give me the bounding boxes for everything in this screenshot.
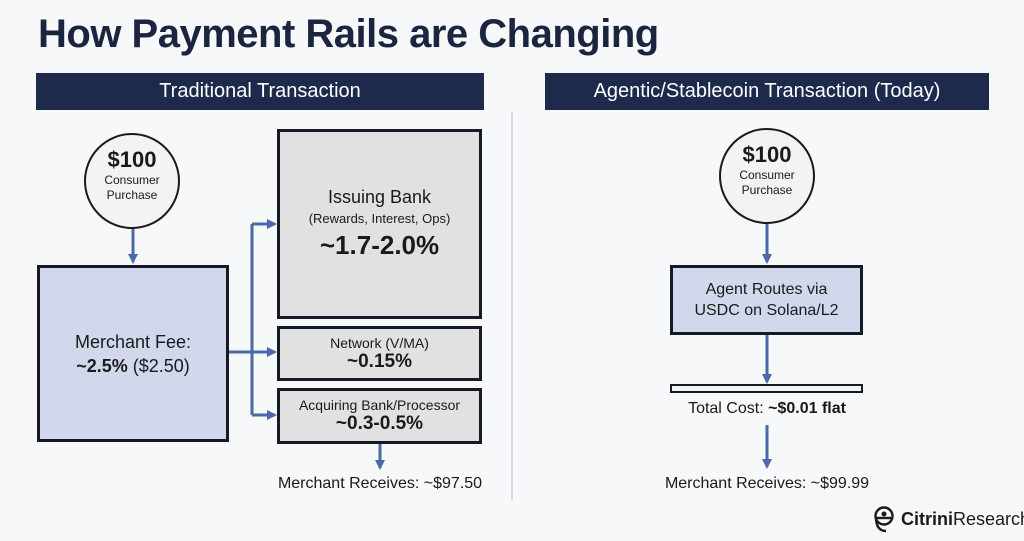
divider (511, 112, 513, 500)
merchant-receives-left: Merchant Receives: ~$97.50 (277, 475, 483, 492)
purchase-amount: $100 (742, 142, 792, 167)
issuing-bank-detail: (Rewards, Interest, Ops) (308, 211, 451, 226)
acquiring-title: Acquiring Bank/Processor (298, 397, 461, 413)
purchase-label: Consumer (739, 168, 795, 182)
consumer-purchase-circle-right: $100 Consumer Purchase (719, 128, 815, 224)
consumer-purchase-circle-left: $100 Consumer Purchase (84, 133, 180, 229)
total-cost-label: Total Cost: (688, 400, 764, 417)
acquiring-value: ~0.3-0.5% (335, 413, 424, 434)
page-title: How Payment Rails are Changing (38, 12, 659, 56)
issuing-bank-box: Issuing Bank (Rewards, Interest, Ops) ~1… (277, 129, 482, 319)
acquiring-bank-box: Acquiring Bank/Processor ~0.3-0.5% (277, 388, 482, 444)
purchase-label: Purchase (106, 188, 158, 202)
purchase-label: Purchase (741, 183, 793, 197)
network-box: Network (V/MA) ~0.15% (277, 326, 482, 381)
merchant-fee-box: Merchant Fee: ~2.5% ($2.50) (37, 265, 229, 442)
network-title: Network (V/MA) (330, 334, 429, 351)
merchant-receives-right: Merchant Receives: ~$99.99 (664, 475, 870, 492)
purchase-label: Consumer (104, 173, 160, 187)
route-line2: USDC on Solana/L2 (694, 302, 839, 319)
logo-text-bold: Citrini (901, 508, 953, 529)
cost-bar (670, 384, 863, 393)
purchase-amount: $100 (107, 147, 157, 172)
total-cost-value: ~$0.01 flat (768, 400, 846, 417)
merchant-fee-percent: ~2.5% (76, 355, 128, 376)
issuing-bank-value: ~1.7-2.0% (319, 230, 440, 260)
issuing-bank-title: Issuing Bank (327, 187, 432, 207)
agentic-header: Agentic/Stablecoin Transaction (Today) (545, 73, 989, 110)
citrini-logo: CitriniResearch (873, 505, 1024, 533)
logo-text-regular: Research (953, 508, 1024, 529)
agent-route-box: Agent Routes via USDC on Solana/L2 (670, 265, 863, 335)
network-value: ~0.15% (347, 350, 412, 372)
merchant-fee-label: Merchant Fee: (74, 331, 192, 352)
citrini-logo-icon (874, 506, 894, 533)
traditional-header: Traditional Transaction (36, 73, 484, 110)
total-cost: Total Cost: ~$0.01 flat (647, 400, 887, 418)
route-line1: Agent Routes via (705, 281, 828, 298)
merchant-fee-amount: ($2.50) (132, 355, 190, 376)
